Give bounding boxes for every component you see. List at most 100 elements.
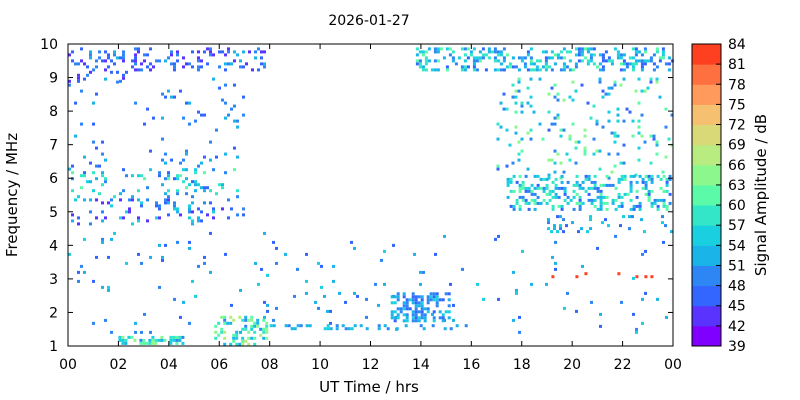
spectrum-cell — [435, 301, 439, 305]
spectrum-cell — [223, 336, 227, 340]
spectrum-cell — [233, 119, 236, 123]
colorbar-tick-label: 48 — [728, 279, 746, 295]
spectrum-cell — [80, 174, 83, 178]
spectrum-cell — [595, 149, 599, 153]
spectrum-cell — [185, 177, 188, 181]
spectrum-cell — [526, 101, 530, 105]
spectrum-cell — [77, 73, 80, 77]
spectrum-cell — [586, 230, 589, 234]
spectrum-cell — [542, 186, 546, 190]
spectrum-cell — [577, 140, 581, 144]
spectrum-cell — [670, 113, 674, 117]
spectrum-cell — [110, 330, 113, 334]
spectrum-cell — [305, 252, 308, 256]
spectrum-cell — [175, 338, 179, 342]
spectrum-cell — [575, 275, 579, 279]
spectrum-cell — [562, 68, 566, 72]
spectrum-cell — [659, 177, 663, 181]
spectrum-cell — [429, 292, 433, 296]
spectrum-cell — [393, 301, 397, 305]
spectrum-cell — [518, 315, 521, 319]
spectrum-cell — [622, 62, 626, 66]
spectrum-cell — [424, 59, 428, 63]
spectrum-cell — [414, 313, 418, 317]
spectrum-cell — [164, 59, 167, 63]
spectrum-cell — [529, 68, 533, 72]
spectrum-cell — [197, 264, 200, 268]
spectrum-cell — [593, 186, 597, 190]
spectrum-cell — [224, 68, 227, 72]
spectrum-cell — [538, 77, 542, 81]
spectrum-cell — [602, 201, 606, 205]
spectrum-cell — [393, 316, 397, 320]
spectrum-cell — [563, 192, 567, 196]
spectrum-cell — [568, 68, 572, 72]
spectrum-cell — [439, 47, 443, 51]
spectrum-cell — [644, 180, 648, 184]
spectrum-cell — [598, 77, 602, 81]
spectrum-cell — [662, 201, 666, 205]
spectrum-cell — [241, 327, 245, 331]
spectrum-cell — [601, 95, 605, 99]
spectrum-cell — [188, 101, 191, 105]
spectrum-cell — [539, 177, 543, 181]
spectrum-cell — [637, 131, 641, 135]
spectrum-cell — [611, 183, 615, 187]
spectrum-cell — [547, 92, 551, 96]
spectrum-cell — [589, 227, 592, 231]
spectrum-cell — [215, 155, 218, 159]
colorbar-segment — [692, 305, 721, 327]
spectrum-cell — [499, 125, 503, 129]
spectrum-cell — [101, 219, 104, 223]
spectrum-cell — [423, 316, 427, 320]
spectrum-cell — [640, 113, 644, 117]
spectrum-cell — [599, 204, 603, 208]
spectrum-cell — [650, 201, 654, 205]
spectrum-cell — [550, 158, 554, 162]
spectrum-cell — [143, 53, 146, 57]
spectrum-cell — [566, 201, 570, 205]
spectrum-cell — [560, 204, 564, 208]
spectrum-cell — [640, 218, 643, 222]
spectrum-cell — [125, 210, 128, 214]
spectrum-cell — [478, 50, 482, 54]
spectrum-cell — [296, 324, 300, 328]
spectrum-cell — [518, 204, 522, 208]
spectrum-cell — [365, 327, 369, 331]
spectrum-cell — [518, 174, 522, 178]
x-tick-label: 22 — [614, 357, 632, 373]
spectrum-cell — [191, 201, 194, 205]
spectrum-cell — [638, 174, 642, 178]
spectrum-cell — [518, 186, 522, 190]
spectrum-cell — [148, 341, 152, 345]
spectrum-cell — [107, 285, 110, 289]
spectrum-cell — [542, 198, 546, 202]
spectrum-cell — [587, 192, 591, 196]
colorbar-tick-label: 45 — [728, 299, 746, 315]
spectrum-cell — [619, 62, 623, 66]
spectrum-cell — [445, 47, 449, 51]
spectrum-cell — [505, 128, 509, 132]
spectrum-cell — [242, 207, 245, 211]
spectrum-cell — [613, 80, 617, 84]
spectrum-cell — [553, 62, 557, 66]
colorbar-segment — [692, 164, 721, 186]
spectrum-cell — [662, 204, 666, 208]
spectrum-cell — [365, 315, 368, 319]
spectrum-cell — [209, 47, 212, 51]
spectrum-cell — [565, 65, 569, 69]
spectrum-cell — [101, 210, 104, 214]
spectrum-cell — [167, 201, 170, 205]
spectrum-cell — [607, 56, 611, 60]
spectrum-cell — [514, 95, 518, 99]
spectrum-cell — [247, 342, 251, 346]
spectrum-cell — [563, 306, 566, 310]
spectrum-cell — [520, 110, 524, 114]
spectrum-cell — [173, 65, 176, 69]
spectrum-cell — [113, 53, 116, 57]
spectrum-cell — [221, 50, 224, 54]
spectrum-cell — [95, 146, 98, 150]
spectrum-cell — [164, 192, 167, 196]
spectrum-cell — [601, 65, 605, 69]
